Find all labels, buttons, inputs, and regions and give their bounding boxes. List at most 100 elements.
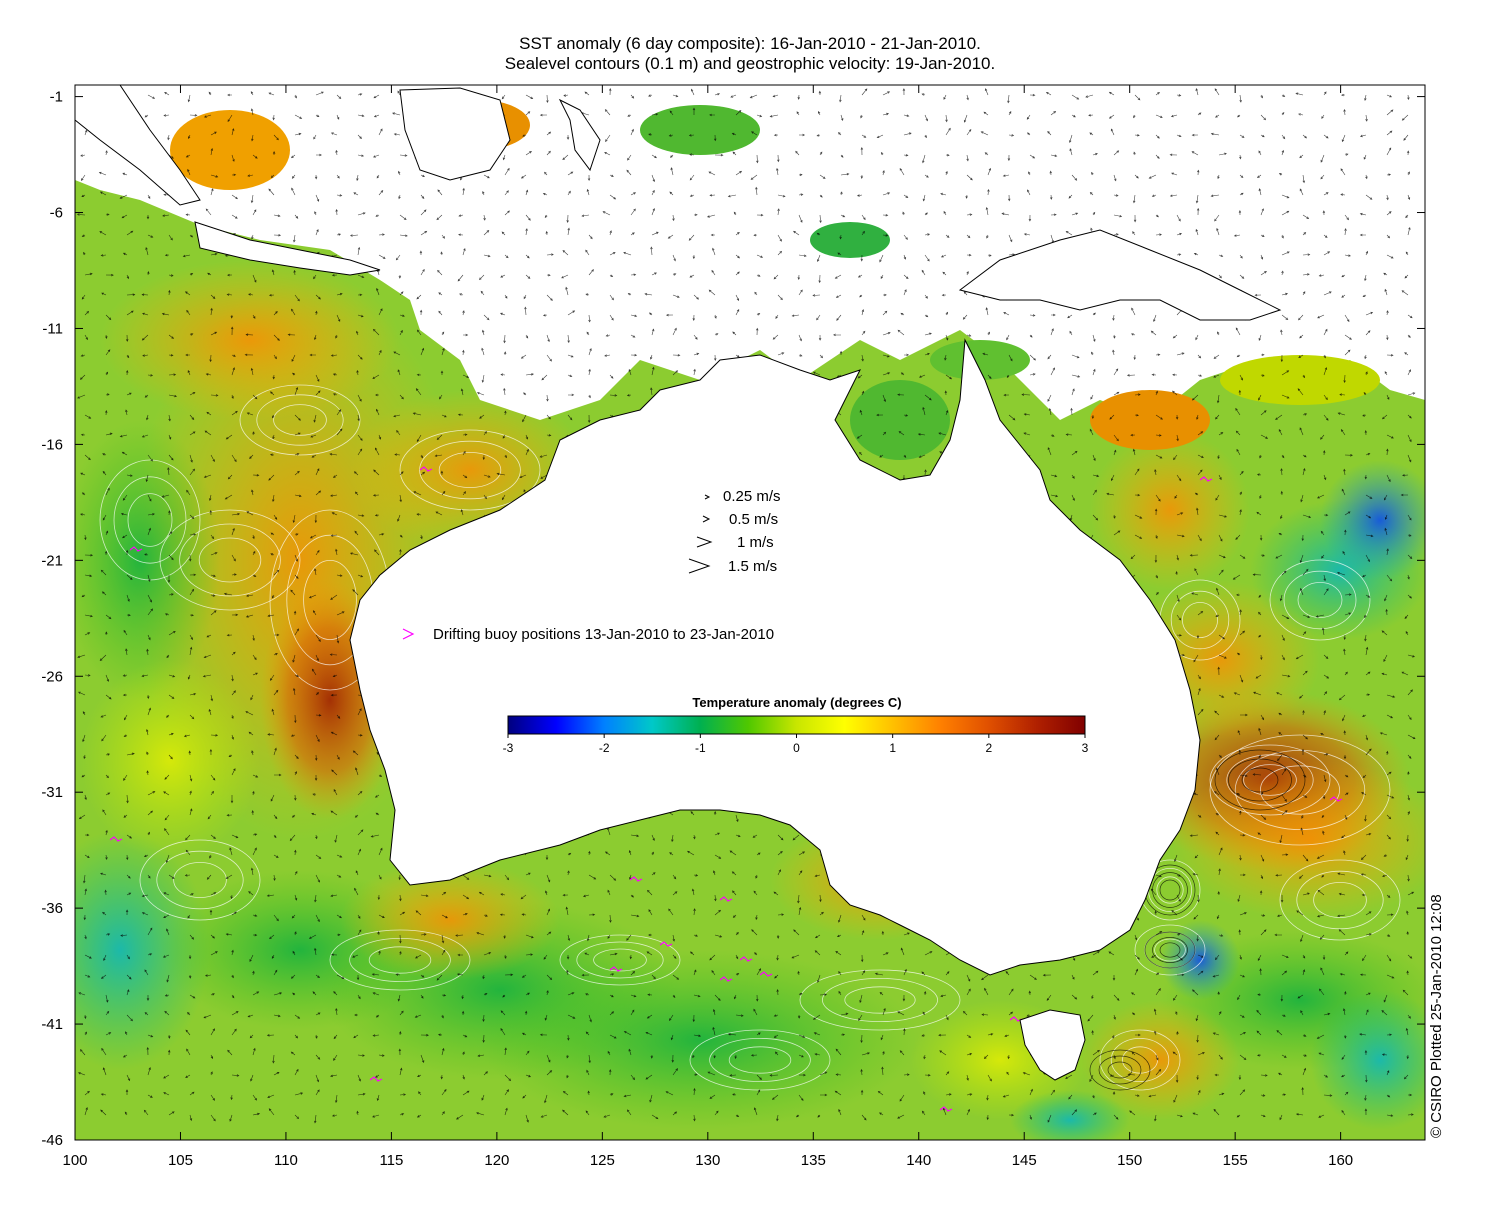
velocity-arrow <box>1175 1074 1179 1083</box>
velocity-arrow <box>714 994 721 1001</box>
velocity-arrow <box>777 913 785 916</box>
velocity-arrow <box>879 1112 884 1116</box>
velocity-arrow <box>1028 214 1032 222</box>
velocity-arrow <box>838 914 842 923</box>
velocity-arrow <box>861 134 867 138</box>
velocity-arrow <box>775 314 779 319</box>
velocity-arrow <box>210 734 219 737</box>
velocity-arrow <box>1281 614 1290 620</box>
velocity-arrow <box>840 114 844 122</box>
velocity-arrow <box>545 855 549 861</box>
velocity-arrow <box>462 349 465 356</box>
velocity-arrow <box>1130 554 1136 560</box>
velocity-arrow <box>294 794 297 801</box>
velocity-arrow <box>1260 654 1263 661</box>
velocity-arrow <box>693 834 696 840</box>
velocity-arrow <box>1213 374 1220 378</box>
velocity-arrow <box>1280 894 1284 903</box>
velocity-arrow <box>776 167 779 176</box>
velocity-arrow <box>651 974 656 980</box>
velocity-arrow <box>210 934 215 939</box>
velocity-arrow <box>585 993 590 996</box>
velocity-arrow <box>672 214 675 222</box>
velocity-arrow <box>1191 394 1199 401</box>
velocity-arrow <box>966 94 969 101</box>
velocity-arrow <box>419 250 423 256</box>
velocity-arrow <box>1008 414 1016 421</box>
velocity-arrow <box>1026 132 1031 136</box>
velocity-arrow <box>189 994 196 999</box>
velocity-arrow <box>202 674 212 678</box>
velocity-arrow <box>105 349 111 356</box>
velocity-arrow <box>1260 874 1263 880</box>
velocity-arrow <box>609 952 618 956</box>
velocity-arrow <box>1260 208 1264 216</box>
velocity-arrow <box>376 287 380 296</box>
velocity-arrow <box>1365 693 1371 697</box>
velocity-arrow <box>500 893 506 896</box>
velocity-arrow <box>104 550 108 556</box>
velocity-arrow <box>483 494 487 500</box>
velocity-arrow <box>294 470 300 476</box>
velocity-arrow <box>189 392 196 396</box>
velocity-arrow <box>1323 394 1328 401</box>
velocity-arrow <box>482 1034 485 1043</box>
velocity-arrow <box>899 1050 905 1056</box>
colorbar-tick-label: 3 <box>1082 741 1089 755</box>
velocity-arrow <box>1067 314 1073 319</box>
velocity-arrow <box>835 951 842 956</box>
velocity-arrow <box>924 1073 931 1077</box>
velocity-arrow <box>399 329 403 336</box>
velocity-arrow <box>119 434 128 438</box>
velocity-arrow <box>1071 174 1078 181</box>
velocity-arrow <box>441 234 445 239</box>
velocity-arrow <box>669 852 674 856</box>
velocity-arrow <box>349 552 359 556</box>
velocity-arrow <box>226 293 233 296</box>
velocity-arrow <box>168 674 176 678</box>
velocity-arrow <box>392 112 401 116</box>
buoy-track <box>1199 476 1213 482</box>
velocity-arrow <box>1233 692 1241 696</box>
velocity-arrow <box>80 513 86 516</box>
velocity-arrow <box>504 210 510 216</box>
velocity-arrow <box>609 230 612 236</box>
velocity-arrow <box>1134 493 1141 497</box>
velocity-arrow <box>333 1034 338 1040</box>
velocity-arrow <box>210 694 214 702</box>
velocity-arrow <box>437 269 443 276</box>
velocity-arrow <box>1344 254 1351 257</box>
velocity-arrow <box>420 994 424 999</box>
velocity-arrow <box>185 849 191 856</box>
velocity-arrow <box>1323 251 1331 256</box>
velocity-arrow <box>377 931 380 936</box>
velocity-arrow <box>944 390 948 396</box>
velocity-arrow <box>1403 134 1409 141</box>
map-title-line1: SST anomaly (6 day composite): 16-Jan-20… <box>519 34 981 53</box>
velocity-arrow <box>987 1033 994 1036</box>
velocity-arrow <box>629 954 633 960</box>
velocity-arrow <box>1214 710 1220 716</box>
velocity-arrow <box>462 874 470 880</box>
velocity-arrow <box>626 393 632 397</box>
velocity-arrow <box>210 552 218 556</box>
velocity-arrow <box>252 1047 256 1056</box>
velocity-arrow <box>1260 114 1267 121</box>
colorbar-tick-label: -1 <box>695 741 706 755</box>
velocity-arrow <box>1260 374 1265 377</box>
velocity-arrow <box>798 173 803 177</box>
velocity-arrow <box>1134 133 1140 137</box>
velocity-arrow <box>272 151 276 156</box>
velocity-arrow <box>1323 354 1326 359</box>
velocity-arrow <box>1191 151 1199 156</box>
velocity-arrow <box>1071 474 1075 479</box>
velocity-arrow <box>441 1047 445 1056</box>
velocity-arrow <box>121 451 128 456</box>
velocity-arrow <box>168 1111 175 1116</box>
velocity-arrow <box>709 1094 716 1099</box>
velocity-arrow <box>672 954 677 959</box>
velocity-arrow <box>147 634 151 641</box>
velocity-arrow <box>315 310 318 316</box>
velocity-arrow <box>440 1074 444 1080</box>
velocity-arrow <box>184 291 191 296</box>
